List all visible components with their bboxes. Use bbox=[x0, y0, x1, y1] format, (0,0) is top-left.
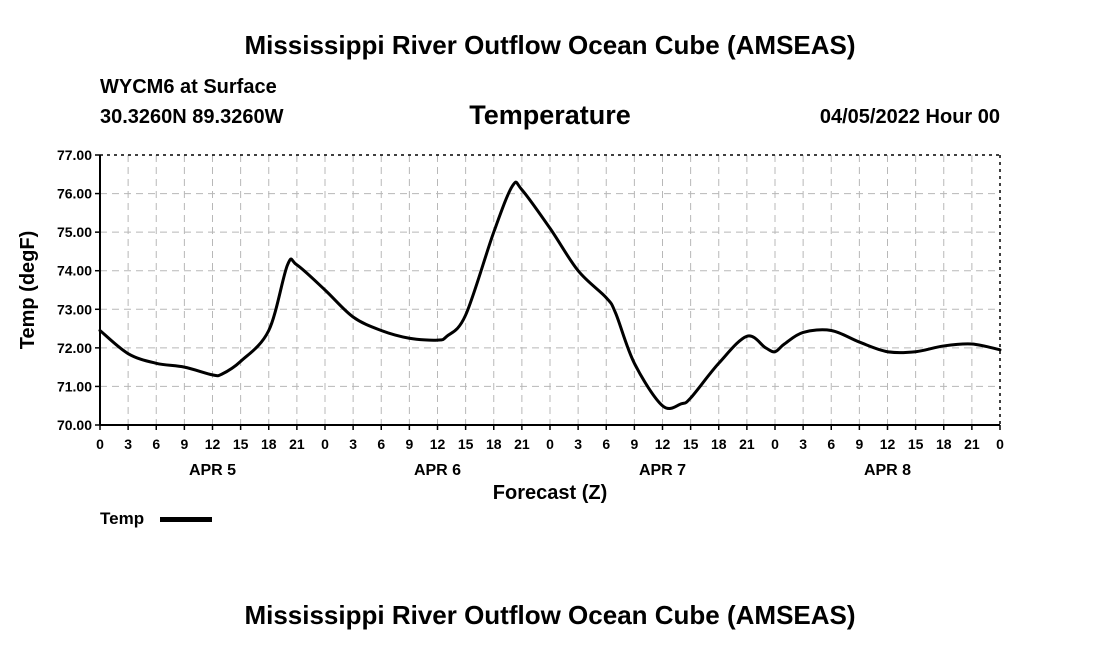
x-tick-label: 21 bbox=[964, 436, 980, 452]
station-label: WYCM6 at Surface bbox=[100, 76, 277, 98]
x-tick-label: 21 bbox=[514, 436, 530, 452]
y-tick-label: 74.00 bbox=[57, 263, 92, 279]
x-tick-label: 0 bbox=[546, 436, 554, 452]
legend-swatch-temp bbox=[160, 517, 212, 522]
x-tick-label: 3 bbox=[349, 436, 357, 452]
x-tick-label: 9 bbox=[855, 436, 863, 452]
y-axis-title: Temp (degF) bbox=[17, 231, 39, 350]
x-tick-label: 15 bbox=[458, 436, 474, 452]
chart-main-title-bottom: Mississippi River Outflow Ocean Cube (AM… bbox=[244, 600, 856, 630]
legend-label-temp: Temp bbox=[100, 509, 145, 528]
y-tick-label: 72.00 bbox=[57, 340, 92, 356]
x-tick-label: 18 bbox=[711, 436, 727, 452]
y-tick-label: 73.00 bbox=[57, 301, 92, 317]
x-tick-label: 3 bbox=[574, 436, 582, 452]
x-tick-label: 0 bbox=[96, 436, 104, 452]
x-tick-label: 0 bbox=[996, 436, 1004, 452]
y-tick-label: 77.00 bbox=[57, 147, 92, 163]
day-label: APR 5 bbox=[189, 462, 236, 479]
coordinates-label: 30.3260N 89.3260W bbox=[100, 106, 284, 128]
x-tick-label: 15 bbox=[683, 436, 699, 452]
y-tick-label: 71.00 bbox=[57, 378, 92, 394]
x-tick-label: 18 bbox=[486, 436, 502, 452]
x-tick-label: 6 bbox=[827, 436, 835, 452]
x-tick-label: 12 bbox=[880, 436, 896, 452]
x-tick-label: 3 bbox=[799, 436, 807, 452]
x-tick-label: 6 bbox=[602, 436, 610, 452]
x-tick-label: 9 bbox=[405, 436, 413, 452]
x-tick-label: 0 bbox=[771, 436, 779, 452]
chart-title: Temperature bbox=[469, 100, 631, 130]
x-tick-label: 21 bbox=[739, 436, 755, 452]
x-tick-label: 9 bbox=[630, 436, 638, 452]
x-tick-label: 3 bbox=[124, 436, 132, 452]
x-tick-label: 12 bbox=[205, 436, 221, 452]
day-label: APR 7 bbox=[639, 462, 686, 479]
x-tick-label: 9 bbox=[180, 436, 188, 452]
x-tick-label: 21 bbox=[289, 436, 305, 452]
x-tick-label: 0 bbox=[321, 436, 329, 452]
x-tick-label: 12 bbox=[655, 436, 671, 452]
forecast-date-label: 04/05/2022 Hour 00 bbox=[819, 106, 1000, 128]
series-line-temp bbox=[98, 180, 1002, 410]
chart-main-title-top: Mississippi River Outflow Ocean Cube (AM… bbox=[244, 30, 856, 60]
x-tick-label: 18 bbox=[936, 436, 952, 452]
x-tick-label: 15 bbox=[908, 436, 924, 452]
day-label: APR 6 bbox=[414, 462, 461, 479]
day-label: APR 8 bbox=[864, 462, 911, 479]
y-tick-label: 76.00 bbox=[57, 186, 92, 202]
x-tick-label: 6 bbox=[152, 436, 160, 452]
x-tick-label: 12 bbox=[430, 436, 446, 452]
x-tick-label: 6 bbox=[377, 436, 385, 452]
x-axis-title: Forecast (Z) bbox=[492, 482, 608, 504]
x-tick-label: 15 bbox=[233, 436, 249, 452]
y-tick-label: 75.00 bbox=[57, 224, 92, 240]
y-tick-label: 70.00 bbox=[57, 417, 92, 433]
x-tick-label: 18 bbox=[261, 436, 277, 452]
